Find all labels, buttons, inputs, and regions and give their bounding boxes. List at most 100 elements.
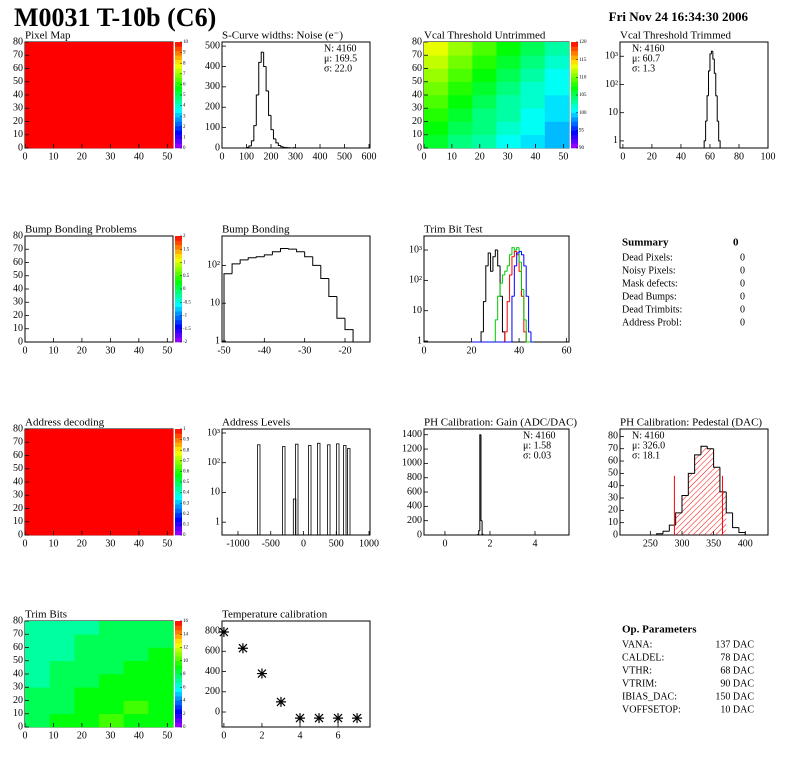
y-tick-label: 80 xyxy=(13,423,23,434)
star-marker xyxy=(333,713,344,724)
palette-step xyxy=(571,95,578,100)
stats-entry: N: 4160 xyxy=(523,430,556,441)
heat-cell xyxy=(62,42,100,69)
palette-label: 120 xyxy=(579,40,587,45)
histogram-bin xyxy=(497,250,501,267)
heat-cell xyxy=(136,429,174,456)
y-tick-label: 40 xyxy=(608,480,618,491)
palette-step xyxy=(175,704,182,710)
y-tick-label: 60 xyxy=(608,455,618,466)
y-tick-label: 10 xyxy=(13,708,23,719)
y-tick-label: 200 xyxy=(205,686,220,697)
heat-cell xyxy=(74,700,100,715)
x-tick-label: 10 xyxy=(48,345,58,356)
heat-cell xyxy=(25,700,50,715)
y-tick-label: 800 xyxy=(407,472,422,483)
heat-cell xyxy=(472,108,497,122)
palette-step xyxy=(571,108,578,113)
stats-entry: σ: 18.1 xyxy=(632,450,660,461)
palette-step xyxy=(175,333,182,338)
x-tick-label: 20 xyxy=(467,345,477,356)
y-tick-label: 30 xyxy=(13,682,23,693)
y-tick-label: 80 xyxy=(13,615,23,626)
palette-label: 6 xyxy=(183,685,186,690)
palette-step xyxy=(175,68,182,74)
histogram-bin xyxy=(260,51,264,63)
spike xyxy=(282,446,286,536)
y-tick-label: 0 xyxy=(417,529,422,540)
histogram-bin xyxy=(246,146,249,148)
histogram-bin xyxy=(478,530,480,535)
heat-cell xyxy=(496,68,521,83)
histogram-bin xyxy=(513,250,517,257)
fit-area xyxy=(707,448,714,535)
heat-cell xyxy=(472,55,497,69)
palette-label: 0.9 xyxy=(183,438,190,443)
heat-cell xyxy=(424,121,449,136)
star-marker xyxy=(275,696,286,707)
palette-label: 0 xyxy=(183,146,186,151)
histogram-bin xyxy=(504,331,508,342)
histogram-bin xyxy=(255,256,265,258)
palette-step xyxy=(175,656,182,662)
palette-label: 0 xyxy=(183,287,186,292)
y-tick-label: 60 xyxy=(13,63,23,74)
x-tick-label: 30 xyxy=(105,151,115,162)
palette-step xyxy=(175,451,182,456)
heat-cell xyxy=(99,700,124,715)
palette-step xyxy=(571,130,578,136)
x-tick-label: 400 xyxy=(313,151,328,162)
histogram-bin xyxy=(525,265,529,297)
palette-step xyxy=(571,103,578,109)
op-value: 90 DAC xyxy=(720,678,754,689)
op-value: 137 DAC xyxy=(715,639,754,650)
heat-cell xyxy=(520,108,546,122)
x-tick-label: 10 xyxy=(447,151,457,162)
heat-cell xyxy=(520,134,546,149)
panel-title: Address Levels xyxy=(222,417,290,429)
palette-step xyxy=(175,315,182,321)
palette-step xyxy=(175,99,182,105)
y-tick-label: 70 xyxy=(412,50,422,61)
x-tick-label: 20 xyxy=(77,730,87,741)
palette-label: 4 xyxy=(183,104,186,109)
heat-cell xyxy=(49,674,75,688)
histogram-bin xyxy=(255,94,259,126)
palette-step xyxy=(175,682,182,688)
y-tick-label: 600 xyxy=(407,486,422,497)
frame xyxy=(221,620,371,728)
y-tick-label: 10 xyxy=(608,517,618,528)
palette-step xyxy=(175,442,182,447)
palette-step xyxy=(175,455,182,461)
histogram-bin xyxy=(687,472,695,496)
palette-label: 8 xyxy=(183,61,186,66)
heat-cell xyxy=(148,660,174,675)
y-tick-label: 10 xyxy=(13,323,23,334)
palette-label: 0.2 xyxy=(183,512,190,517)
heat-cell xyxy=(544,121,570,136)
palette-step xyxy=(175,486,182,492)
heat-cell xyxy=(472,68,497,83)
heat-cell xyxy=(99,713,124,728)
palette-step xyxy=(175,437,182,443)
x-tick-label: 400 xyxy=(738,538,753,549)
heat-cell xyxy=(472,42,497,56)
heat-cell xyxy=(25,634,50,648)
y-tick-label: 70 xyxy=(13,50,23,61)
heat-cell xyxy=(472,95,497,109)
x-tick-label: 10 xyxy=(48,151,58,162)
palette-step xyxy=(571,64,578,69)
y-tick-label: 50 xyxy=(608,468,618,479)
palette-label: 2 xyxy=(183,234,186,239)
y-tick-label: 50 xyxy=(13,270,23,281)
x-tick-label: 0 xyxy=(620,151,625,162)
spike xyxy=(336,443,340,536)
palette-step xyxy=(175,77,182,83)
heat-cell xyxy=(25,508,63,536)
heat-cell xyxy=(99,455,137,483)
palette-step xyxy=(175,446,182,452)
y-tick-label: 10 xyxy=(210,297,220,308)
palette-label: 0.4 xyxy=(183,491,190,496)
histogram-bin xyxy=(282,146,286,148)
histogram-bin xyxy=(487,252,491,266)
